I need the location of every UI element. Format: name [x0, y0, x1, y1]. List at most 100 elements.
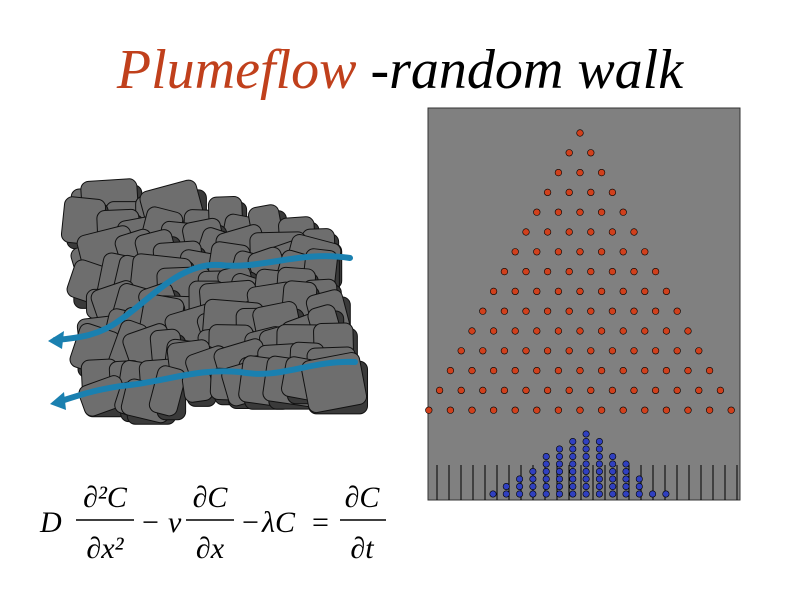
ball [542, 467, 550, 475]
eq-text: − [142, 506, 159, 539]
arrow-head [48, 331, 64, 349]
title-rest: -random walk [370, 39, 684, 101]
peg [543, 307, 552, 315]
ball [516, 490, 524, 498]
peg [673, 386, 681, 395]
ball [529, 482, 537, 490]
ball [542, 490, 550, 498]
peg [576, 327, 584, 335]
peg [565, 188, 573, 196]
peg [479, 307, 487, 315]
peg [673, 307, 681, 315]
peg [608, 268, 617, 276]
peg [490, 367, 498, 375]
peg [576, 287, 584, 296]
eq-text: ∂t [350, 532, 374, 565]
peg [619, 406, 627, 414]
ball [609, 467, 617, 475]
title-highlight: Plumeflow [116, 39, 357, 101]
ball [582, 445, 590, 453]
peg [651, 347, 660, 355]
peg [587, 347, 595, 355]
eq-text: − [242, 506, 259, 539]
peg [651, 268, 660, 276]
peg [662, 327, 671, 335]
peg [619, 287, 627, 296]
eq-text: ∂C [345, 481, 381, 514]
ball [582, 460, 590, 468]
ball [555, 482, 563, 490]
peg [457, 347, 465, 355]
peg [597, 367, 606, 375]
peg [641, 287, 649, 296]
peg [597, 208, 606, 216]
ball [555, 460, 563, 468]
peg [500, 268, 509, 276]
peg [565, 149, 573, 157]
ball [569, 437, 577, 445]
peg [587, 149, 595, 157]
peg [597, 248, 606, 256]
peg [619, 327, 627, 335]
ball [555, 445, 563, 453]
peg [716, 386, 725, 395]
peg [490, 406, 498, 414]
flow-arrow [52, 253, 353, 343]
peg [576, 169, 584, 177]
ball [609, 475, 617, 483]
ball [595, 475, 603, 483]
arrow-head [50, 392, 66, 410]
ball [516, 482, 524, 490]
peg [630, 268, 638, 276]
peg [684, 406, 692, 414]
title: Plumeflow -random walk [116, 39, 684, 101]
ball [582, 475, 590, 483]
peg [565, 228, 573, 236]
peg [576, 248, 584, 256]
peg [641, 367, 649, 375]
peg [608, 347, 617, 355]
peg [533, 248, 541, 256]
peg [597, 287, 606, 296]
peg [597, 327, 606, 335]
peg [576, 129, 584, 137]
peg [533, 208, 541, 216]
eq-text: D [39, 506, 62, 539]
peg [457, 386, 465, 395]
ball [622, 460, 630, 468]
peg [490, 287, 498, 296]
peg [597, 406, 606, 414]
ball [609, 460, 617, 468]
peg [630, 228, 638, 236]
ball [569, 482, 577, 490]
peg [522, 228, 530, 236]
peg [587, 386, 595, 395]
ball [635, 490, 643, 498]
eq-text: ∂C [193, 481, 229, 514]
peg [543, 347, 552, 355]
peg [446, 406, 455, 414]
peg [425, 406, 433, 414]
peg [479, 386, 487, 395]
peg [468, 406, 476, 414]
peg [554, 367, 563, 375]
ball [555, 490, 563, 498]
peg [684, 327, 692, 335]
peg [468, 367, 476, 375]
peg [587, 307, 595, 315]
ball [595, 482, 603, 490]
peg [554, 327, 563, 335]
ball [555, 467, 563, 475]
peg [727, 406, 735, 414]
peg [587, 188, 595, 196]
peg [619, 367, 627, 375]
ball [582, 437, 590, 445]
peg [500, 386, 509, 395]
peg [436, 386, 444, 395]
peg [522, 268, 530, 276]
equation: D ∂²C ∂x² − v ∂C ∂x − λC = ∂C ∂t [39, 481, 386, 565]
ball [569, 490, 577, 498]
peg [511, 248, 519, 256]
peg [543, 228, 552, 236]
